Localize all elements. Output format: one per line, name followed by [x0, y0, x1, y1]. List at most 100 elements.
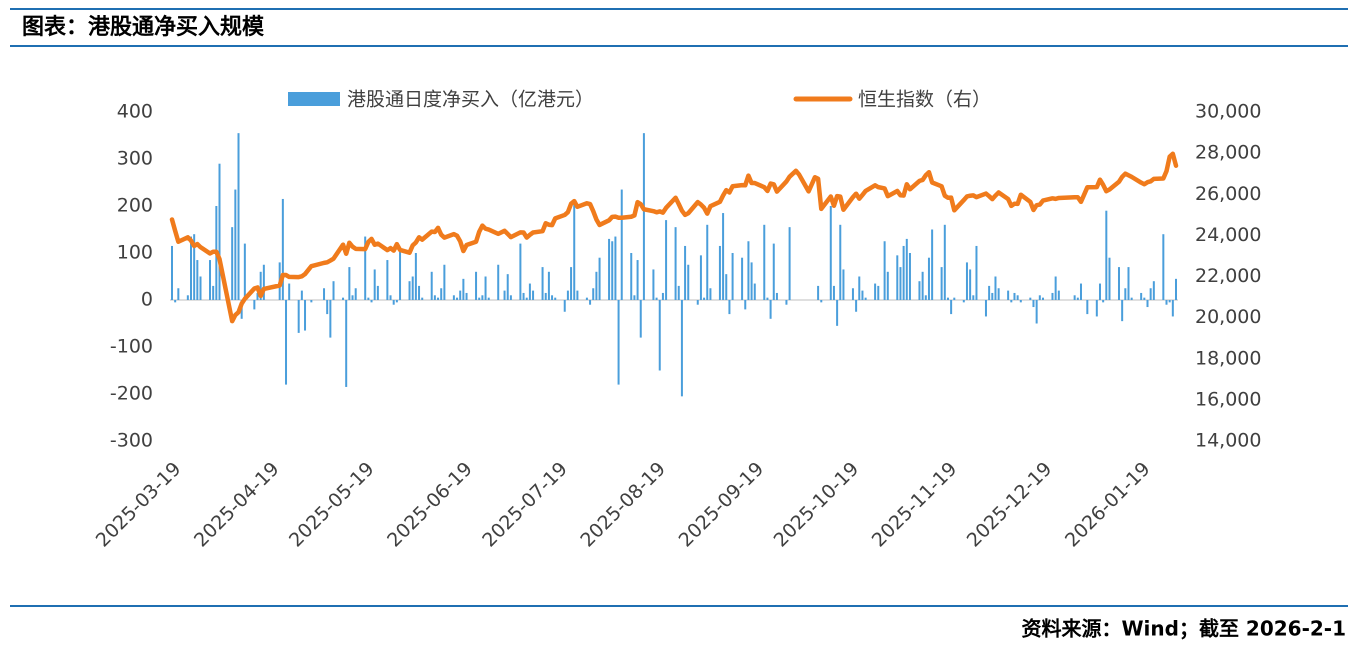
x-tick-label: 2025-12-19 — [963, 458, 1057, 552]
x-tick-label: 2025-11-19 — [868, 458, 962, 552]
bar — [332, 281, 335, 300]
legend-swatch — [288, 92, 340, 106]
bar — [370, 300, 373, 303]
bar — [598, 257, 601, 300]
bar — [614, 236, 617, 300]
bar — [177, 288, 180, 300]
y-tick-label: -200 — [110, 383, 153, 405]
bar — [1054, 276, 1057, 300]
bar — [905, 238, 908, 300]
bar — [703, 297, 706, 300]
y2-tick-label: 20,000 — [1195, 306, 1261, 328]
bar — [1019, 300, 1022, 303]
bar — [1086, 300, 1089, 315]
x-tick-label: 2025-08-19 — [576, 458, 670, 552]
bar — [234, 189, 237, 300]
y-tick-label: -300 — [110, 430, 153, 452]
bar — [484, 276, 487, 300]
bar — [433, 295, 436, 300]
bar — [642, 133, 645, 300]
bar — [652, 269, 655, 300]
bar — [731, 253, 734, 300]
bar — [541, 267, 544, 300]
bar — [440, 288, 443, 300]
bar — [589, 300, 592, 305]
bar — [304, 300, 307, 331]
bar — [310, 300, 313, 303]
bar — [1051, 292, 1054, 300]
x-tick-label: 2025-07-19 — [478, 458, 572, 552]
bar — [775, 292, 778, 300]
bar — [927, 257, 930, 300]
bar — [573, 203, 576, 300]
bar — [481, 295, 484, 300]
bar — [1165, 300, 1168, 305]
bar — [864, 297, 867, 300]
bar — [722, 213, 725, 300]
bar — [684, 245, 687, 300]
bar — [1098, 283, 1101, 300]
x-tick-label: 2025-09-19 — [675, 458, 769, 552]
bar — [300, 290, 303, 300]
bar — [753, 283, 756, 300]
bar — [677, 285, 680, 300]
bar — [418, 285, 421, 300]
bar — [456, 297, 459, 300]
bar — [962, 300, 965, 303]
bar — [842, 269, 845, 300]
bar — [1140, 292, 1143, 300]
bar — [680, 300, 683, 397]
bar — [943, 224, 946, 300]
bar — [465, 292, 468, 300]
bar — [285, 300, 288, 385]
bar — [1016, 295, 1019, 300]
bar — [772, 243, 775, 300]
bar — [706, 224, 709, 300]
y2-tick-label: 14,000 — [1195, 430, 1261, 452]
bar — [699, 255, 702, 300]
bar — [661, 292, 664, 300]
bar — [437, 297, 440, 300]
bar — [421, 297, 424, 300]
bar — [696, 300, 699, 305]
bar — [171, 245, 173, 300]
bar — [1127, 267, 1130, 300]
bar — [1146, 300, 1149, 308]
x-tick-label: 2025-04-19 — [190, 458, 284, 552]
bar — [1032, 300, 1035, 308]
bar — [509, 295, 512, 300]
bar — [354, 288, 357, 300]
bar — [984, 300, 987, 317]
x-tick-label: 2025-05-19 — [285, 458, 379, 552]
bar — [940, 267, 943, 300]
bar — [342, 297, 345, 300]
bar — [969, 269, 972, 300]
bar — [744, 300, 747, 310]
bar — [1130, 297, 1133, 300]
bar — [975, 245, 978, 300]
bar — [1013, 292, 1016, 300]
bar — [193, 234, 196, 300]
bar — [1149, 288, 1152, 300]
bar — [725, 274, 728, 300]
bar — [820, 300, 823, 303]
bar — [1079, 283, 1082, 300]
bar — [766, 297, 769, 300]
bar — [326, 300, 329, 315]
chart-title: 图表：港股通净买入规模 — [22, 14, 265, 40]
bar — [525, 297, 528, 300]
bar — [718, 245, 721, 300]
bar — [839, 224, 842, 300]
bar — [636, 260, 639, 300]
bar — [411, 276, 414, 300]
bar — [503, 290, 506, 300]
bar — [874, 283, 877, 300]
bar — [462, 278, 465, 300]
bar — [817, 285, 820, 300]
bar — [1105, 210, 1108, 300]
bar — [851, 288, 854, 300]
y-tick-label: -100 — [110, 336, 153, 358]
bar — [522, 292, 525, 300]
bar — [1124, 288, 1127, 300]
